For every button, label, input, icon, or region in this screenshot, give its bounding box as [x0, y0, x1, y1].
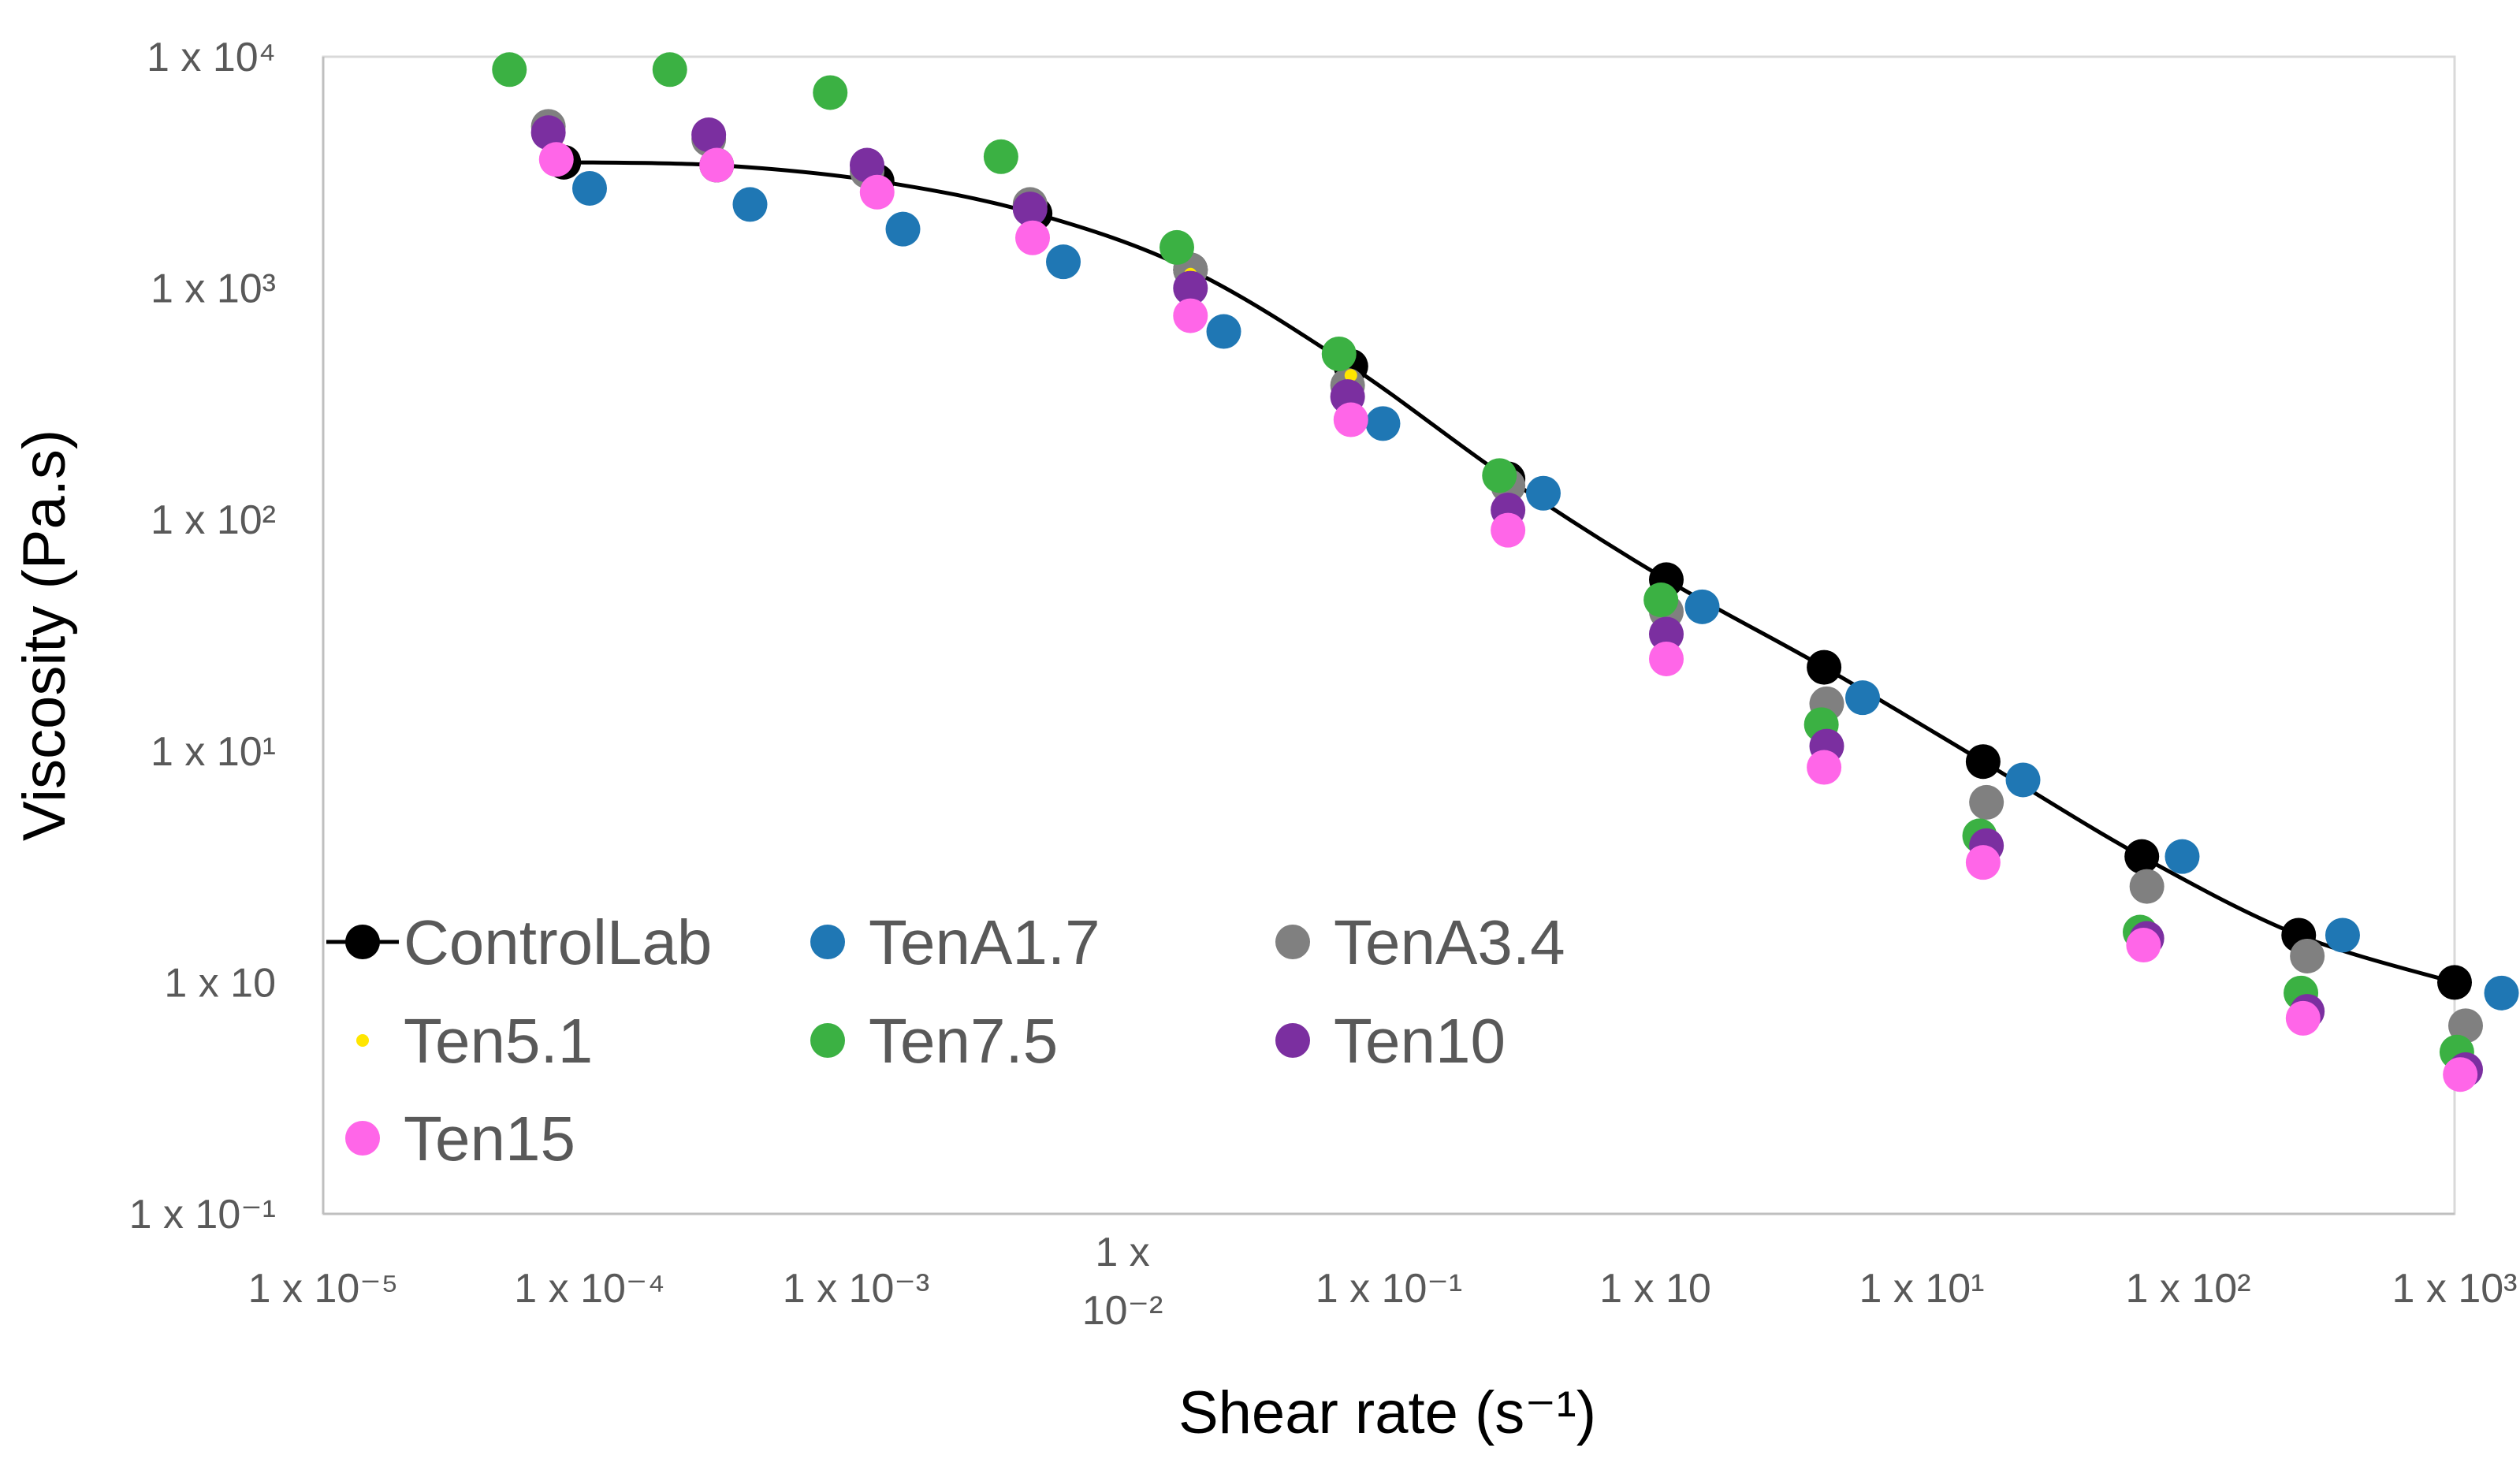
y-axis-title: Viscosity (Pa.s)	[11, 430, 78, 841]
data-point-TenA1.7	[1525, 475, 1561, 511]
data-point-Ten10	[1012, 192, 1048, 227]
data-point-TenA1.7	[2005, 762, 2041, 798]
data-point-TenA1.7	[2484, 975, 2519, 1011]
legend-label-Ten5.1: Ten5.1	[404, 1006, 593, 1076]
data-point-Ten10	[1173, 270, 1208, 306]
data-point-Ten7.5	[1159, 229, 1194, 265]
data-point-Ten10	[849, 147, 884, 183]
data-point-TenA3.4	[1969, 784, 2004, 820]
data-point-Ten15	[1333, 402, 1368, 437]
x-tick-label: 10⁻²	[1082, 1288, 1163, 1334]
data-point-Ten15	[1173, 298, 1208, 333]
y-tick-label: 1 x 10⁻¹	[129, 1192, 276, 1238]
legend-label-TenA3.4: TenA3.4	[1334, 907, 1565, 977]
data-point-Ten7.5	[1321, 336, 1357, 371]
x-tick-label: 1 x 10⁻³	[783, 1266, 929, 1312]
data-point-Ten15	[1807, 750, 1842, 785]
legend-marker-Ten7.5	[810, 1023, 845, 1058]
legend-label-TenA1.7: TenA1.7	[869, 907, 1100, 977]
data-point-TenA1.7	[2165, 839, 2200, 874]
data-point-TenA1.7	[2325, 917, 2360, 953]
data-point-TenA1.7	[885, 211, 921, 247]
data-point-Ten15	[2126, 928, 2161, 963]
legend-marker-Ten15	[345, 1121, 380, 1156]
data-point-Ten15	[1965, 845, 2001, 880]
legend-marker-Ten10	[1275, 1023, 1310, 1058]
data-point-Ten7.5	[652, 52, 687, 87]
series-layer	[492, 52, 2519, 1092]
x-tick-label: 1 x 10³	[2392, 1266, 2518, 1312]
data-point-TenA1.7	[1365, 406, 1401, 441]
y-tick-labels: 1 x 10⁴ 1 x 10³ 1 x 10² 1 x 10¹ 1 x 10 1 x 10…	[129, 35, 276, 1238]
legend-marker-ControlLab	[345, 925, 380, 959]
x-tick-label: 1 x 10	[1599, 1266, 1711, 1312]
x-tick-label: 1 x 10⁻⁵	[248, 1266, 399, 1312]
data-point-Ten15	[2285, 1000, 2321, 1036]
data-point-Ten15	[1491, 512, 1526, 548]
data-point-TenA3.4	[2447, 1008, 2483, 1044]
legend-marker-Ten5.1	[356, 1034, 369, 1047]
data-point-TenA1.7	[1206, 314, 1241, 349]
y-tick-label: 1 x 10⁴	[147, 35, 276, 80]
x-tick-labels: 1 x 10⁻⁵ 1 x 10⁻⁴ 1 x 10⁻³ 1 x 10⁻² 1 x 10⁻¹ 1…	[248, 1230, 2518, 1334]
data-point-TenA1.7	[1845, 680, 1881, 716]
data-point-Ten15	[2443, 1057, 2478, 1092]
legend-label-Ten15: Ten15	[404, 1104, 575, 1174]
legend-marker-TenA1.7	[810, 925, 845, 959]
data-point-Ten15	[1015, 220, 1051, 255]
data-point-Ten10	[1648, 616, 1684, 652]
data-point-TenA1.7	[732, 187, 768, 222]
legend-label-ControlLab: ControlLab	[404, 907, 712, 977]
data-point-Ten15	[1648, 641, 1684, 676]
legend: ControlLab TenA1.7 TenA3.4 Ten5.1 Ten7.5 Ten1…	[326, 907, 1565, 1174]
data-point-ControlLab	[1965, 744, 2001, 780]
x-axis-title: Shear rate (s⁻¹)	[1178, 1379, 1596, 1446]
data-point-ControlLab	[2437, 965, 2472, 1000]
y-tick-label: 1 x 10³	[151, 266, 276, 312]
x-tick-label: 1 x 10²	[2126, 1266, 2251, 1312]
y-tick-label: 1 x 10	[164, 960, 276, 1006]
data-point-Ten15	[538, 142, 574, 177]
data-point-Ten10	[691, 117, 727, 153]
data-point-Ten7.5	[983, 139, 1018, 174]
x-tick-label: 1 x 10⁻¹	[1316, 1266, 1462, 1312]
legend-label-Ten10: Ten10	[1334, 1006, 1506, 1076]
legend-marker-TenA3.4	[1275, 925, 1310, 959]
data-point-TenA1.7	[1684, 589, 1720, 624]
data-point-Ten7.5	[813, 75, 848, 110]
data-point-Ten7.5	[492, 52, 527, 87]
data-point-Ten7.5	[1482, 458, 1517, 493]
legend-label-Ten7.5: Ten7.5	[869, 1006, 1058, 1076]
data-point-TenA3.4	[2290, 938, 2325, 973]
data-point-Ten15	[859, 174, 895, 210]
data-point-Ten10	[530, 115, 566, 151]
data-point-TenA1.7	[1046, 244, 1081, 280]
data-point-Ten5.1	[1344, 369, 1357, 382]
data-point-ControlLab	[1807, 649, 1842, 685]
data-point-Ten15	[699, 147, 735, 183]
data-point-ControlLab	[2124, 839, 2160, 874]
x-tick-label: 1 x 10¹	[1859, 1266, 1985, 1312]
y-tick-label: 1 x 10¹	[151, 729, 276, 775]
y-tick-label: 1 x 10²	[151, 497, 276, 543]
x-tick-label: 1 x	[1095, 1230, 1149, 1275]
data-point-TenA1.7	[572, 170, 607, 206]
x-tick-label: 1 x 10⁻⁴	[514, 1266, 664, 1312]
data-point-Ten7.5	[1643, 582, 1679, 618]
data-point-TenA3.4	[2129, 869, 2165, 904]
